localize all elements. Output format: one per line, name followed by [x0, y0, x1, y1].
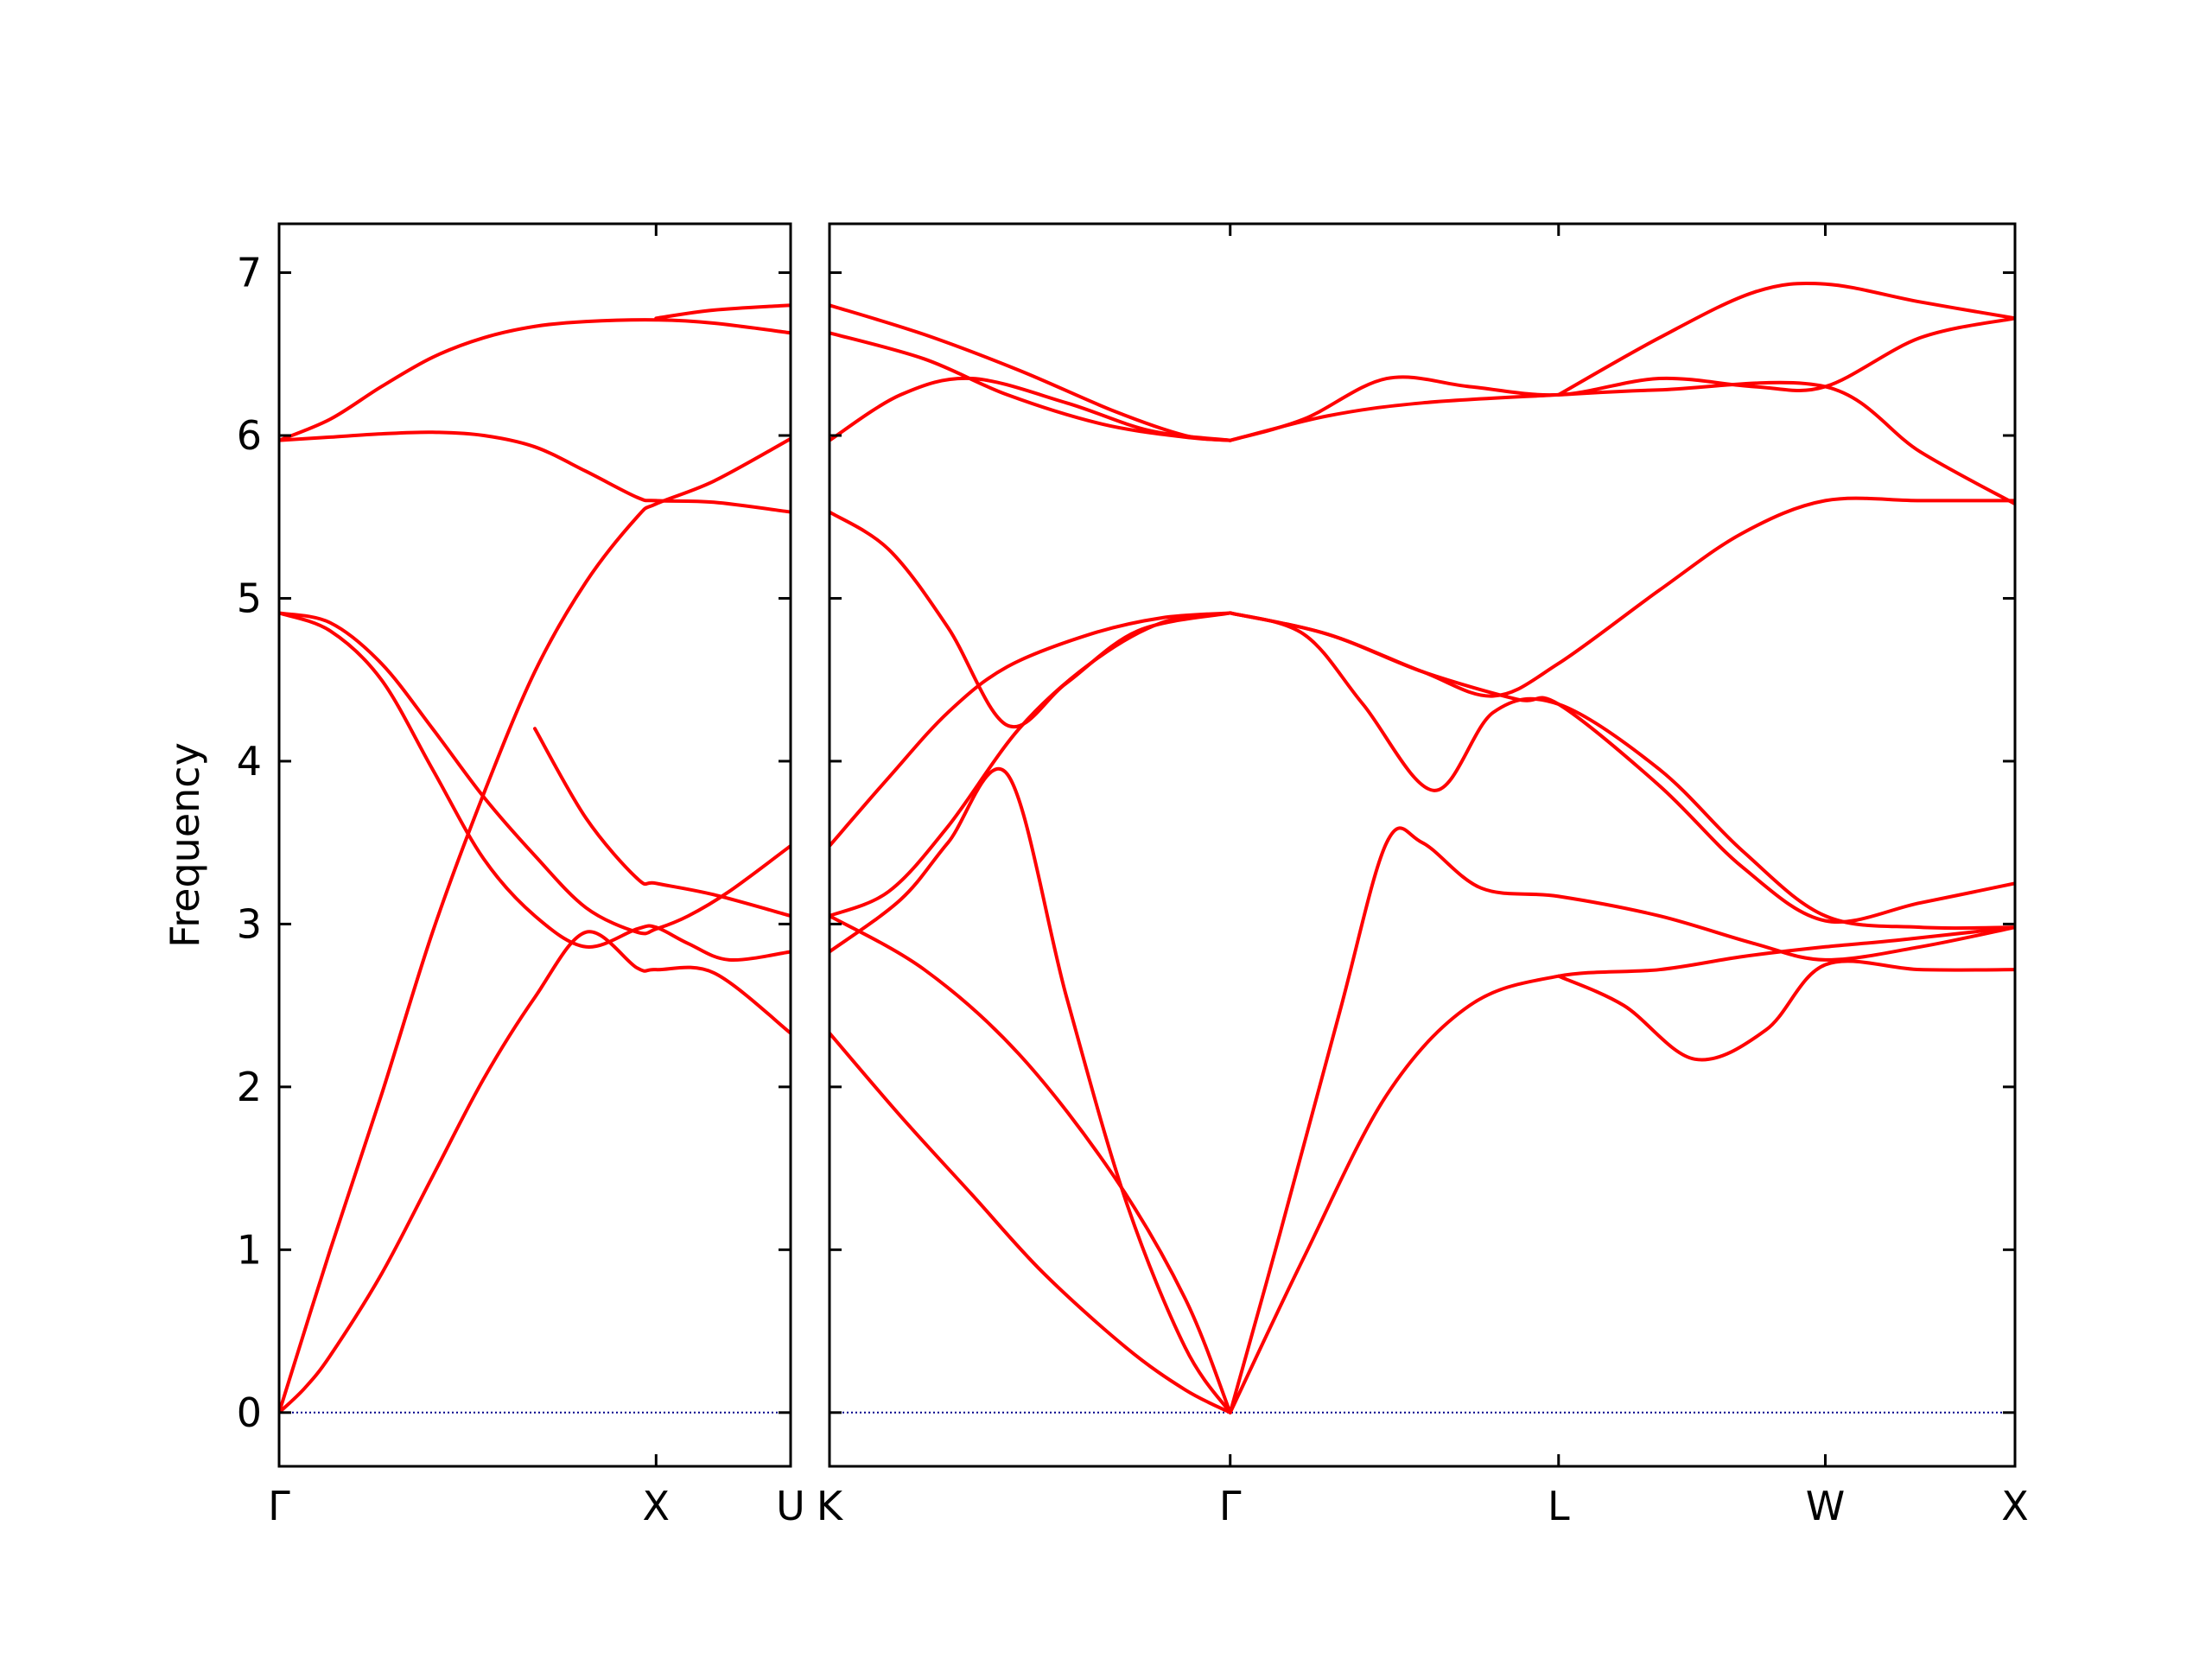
phonon-band-6	[279, 318, 791, 442]
high-symmetry-label: X	[643, 1483, 671, 1529]
left-panel: 0 1 2 3 4 5 6 7 Γ X U	[237, 222, 805, 1529]
phonon-band-1	[279, 930, 791, 1414]
phonon-band-5	[830, 611, 1232, 848]
y-tick-label: 5	[237, 575, 262, 621]
phonon-band-15	[1556, 959, 2015, 1062]
panel-frame	[277, 222, 792, 1468]
phonon-band-9	[830, 303, 1232, 442]
phonon-band-13	[1228, 611, 2015, 924]
phonon-band-4	[830, 611, 1232, 918]
phonon-band-5	[279, 430, 791, 514]
phonon-band-1	[830, 1031, 1232, 1414]
phonon-band-4	[279, 611, 791, 963]
y-tick-label: 4	[237, 738, 262, 785]
phonon-band-11	[1228, 925, 2015, 1414]
high-symmetry-label: Γ	[268, 1483, 290, 1529]
y-tick-label: 1	[237, 1226, 262, 1273]
high-symmetry-label: Γ	[1219, 1483, 1242, 1529]
y-tick-label: 2	[237, 1064, 262, 1110]
phonon-band-8	[654, 303, 791, 321]
high-symmetry-label: L	[1548, 1483, 1570, 1529]
phonon-band-6	[830, 510, 1232, 729]
phonon-band-7	[533, 727, 791, 918]
phonon-band-8	[830, 331, 1232, 442]
high-symmetry-label: K	[817, 1483, 844, 1529]
phonon-band-17	[1228, 316, 2015, 442]
panel-frame	[828, 222, 2017, 1468]
phonon-band-16	[1228, 380, 2015, 506]
y-axis-label: Frequency	[162, 742, 208, 948]
y-tick-label: 3	[237, 900, 262, 947]
high-symmetry-label: W	[1806, 1483, 1845, 1529]
y-tick-label: 7	[237, 250, 262, 296]
phonon-band-14	[1228, 496, 2015, 698]
phonon-band-12	[1228, 611, 2015, 931]
high-symmetry-label: X	[2001, 1483, 2029, 1529]
phonon-band-3	[279, 611, 791, 936]
y-tick-label: 0	[237, 1389, 262, 1436]
phonon-band-10	[1228, 826, 2015, 1414]
phonon-band-3	[830, 766, 1232, 1414]
phonon-band-2	[279, 436, 791, 1414]
high-symmetry-label: U	[776, 1483, 805, 1529]
phonon-band-2	[830, 913, 1232, 1414]
phonon-band-18	[1556, 281, 2015, 397]
y-tick-label: 6	[237, 412, 262, 459]
